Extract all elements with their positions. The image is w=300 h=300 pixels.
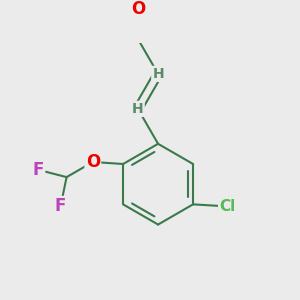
Text: O: O bbox=[131, 0, 145, 18]
Text: F: F bbox=[33, 161, 44, 179]
Text: F: F bbox=[55, 197, 66, 215]
Text: H: H bbox=[152, 67, 164, 81]
Text: Cl: Cl bbox=[219, 199, 236, 214]
Text: O: O bbox=[86, 153, 100, 171]
Text: H: H bbox=[132, 102, 144, 116]
